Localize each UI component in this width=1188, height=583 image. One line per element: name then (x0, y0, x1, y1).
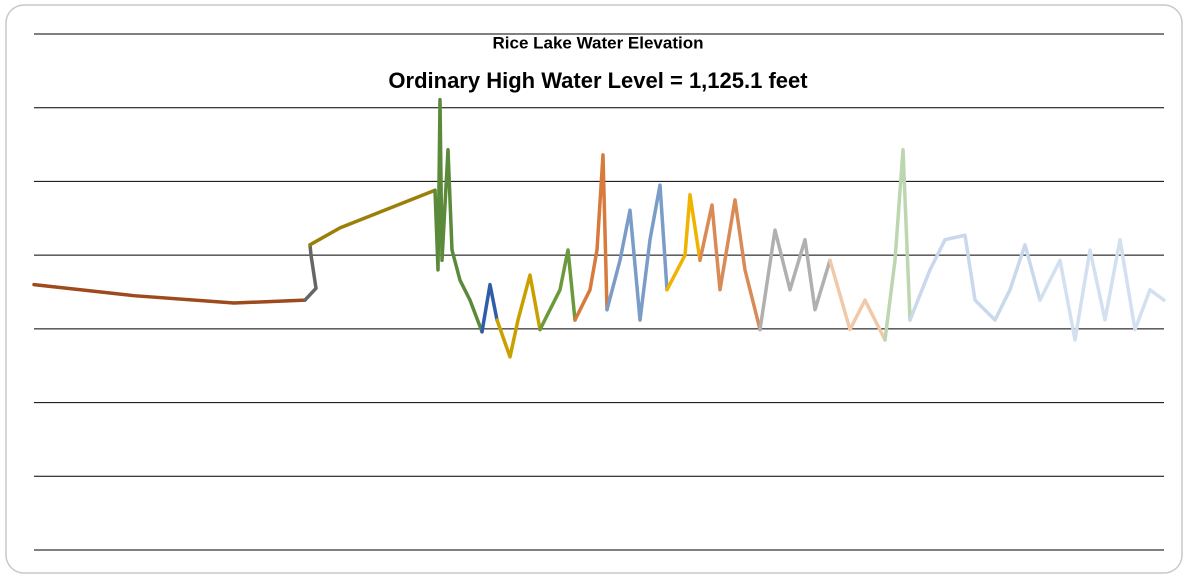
chart-subtitle: Ordinary High Water Level = 1,125.1 feet (388, 68, 808, 93)
series-line (303, 243, 318, 302)
series-line (480, 282, 499, 334)
series-line (828, 258, 887, 342)
series-line (538, 248, 577, 332)
chart-title: Rice Lake Water Elevation (492, 33, 703, 52)
series-line (1038, 237, 1166, 342)
series-line (665, 192, 702, 292)
grid (34, 33, 1164, 551)
series-line (908, 233, 1042, 322)
plot (32, 97, 1166, 359)
series-line (433, 97, 484, 334)
series-line (32, 282, 307, 305)
series-line (758, 228, 832, 332)
series-line (308, 188, 437, 247)
series-line (883, 147, 912, 342)
series-line (698, 198, 762, 332)
chart-frame (5, 4, 1183, 574)
series-line (495, 273, 542, 359)
series-line (573, 153, 609, 322)
series-line (605, 183, 669, 322)
